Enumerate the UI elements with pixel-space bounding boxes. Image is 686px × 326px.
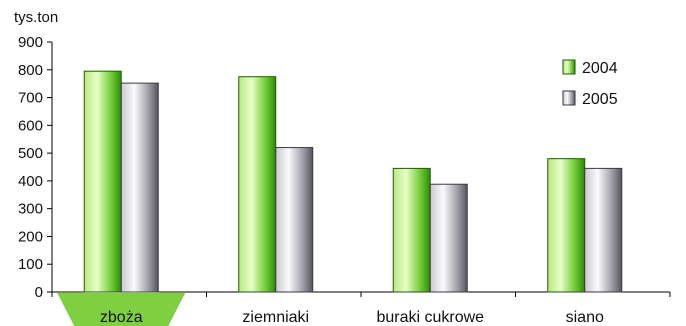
bar-2004-0 bbox=[83, 70, 122, 293]
bar-2005-0 bbox=[120, 82, 159, 293]
y-tick-label: 700 bbox=[18, 90, 43, 107]
legend: 2004 2005 bbox=[562, 59, 618, 108]
bar-2005-2 bbox=[429, 183, 468, 293]
category-label: siano bbox=[566, 309, 604, 326]
y-tick-label: 400 bbox=[18, 173, 43, 190]
axes: 0 100 200 300 400 500 600 700 800 900 bbox=[18, 34, 671, 301]
bars bbox=[83, 70, 623, 293]
y-tick-label: 800 bbox=[18, 62, 43, 79]
y-tick-label: 500 bbox=[18, 145, 43, 162]
y-tick-label: 0 bbox=[35, 284, 43, 301]
y-tick-label: 600 bbox=[18, 117, 43, 134]
y-tick-label: 100 bbox=[18, 256, 43, 273]
y-tick-label: 300 bbox=[18, 201, 43, 218]
category-label: buraki cukrowe bbox=[376, 309, 484, 326]
bar-2005-1 bbox=[275, 147, 314, 293]
y-axis-unit-label: tys.ton bbox=[14, 9, 58, 26]
legend-label-2004: 2004 bbox=[582, 60, 618, 77]
bar-2004-1 bbox=[238, 76, 277, 293]
category-labels: zboża ziemniaki buraki cukrowe siano bbox=[100, 309, 604, 326]
bar-2004-3 bbox=[547, 158, 586, 293]
highlighted-category-tab bbox=[57, 293, 186, 326]
legend-label-2005: 2005 bbox=[582, 91, 618, 108]
y-tick-label: 900 bbox=[18, 34, 43, 51]
legend-swatch-2005 bbox=[562, 90, 576, 106]
bar-2005-3 bbox=[584, 167, 623, 293]
legend-swatch-2004 bbox=[562, 59, 576, 75]
category-label: zboża bbox=[100, 309, 143, 326]
bar-2004-2 bbox=[392, 167, 431, 293]
category-label: ziemniaki bbox=[242, 309, 309, 326]
y-tick-label: 200 bbox=[18, 228, 43, 245]
category-highlight-layer bbox=[57, 293, 186, 326]
